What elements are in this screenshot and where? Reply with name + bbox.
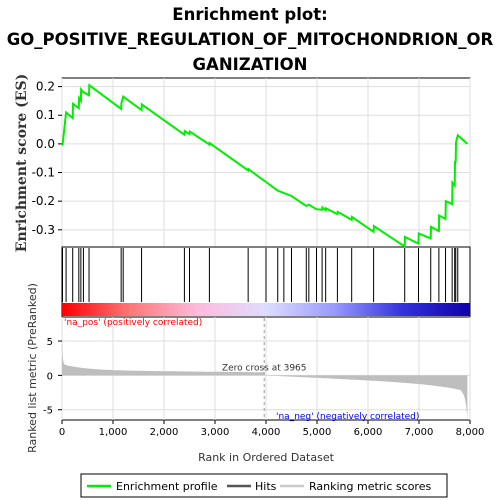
es-tick-label: 0.0 (36, 137, 55, 151)
legend-label-hits: Hits (255, 480, 277, 493)
zero-cross-label: Zero cross at 3965 (222, 363, 307, 373)
x-tick-label: 5,000 (303, 427, 332, 438)
x-axis-label: Rank in Ordered Dataset (198, 451, 335, 464)
legend-label-metric: Ranking metric scores (309, 480, 431, 493)
x-tick-label: 7,000 (405, 427, 434, 438)
x-tick-label: 8,000 (456, 427, 485, 438)
chart-title-line-2: GO_POSITIVE_REGULATION_OF_MITOCHONDRION_… (6, 30, 494, 49)
pos-label: 'na_pos' (positively correlated) (64, 318, 202, 328)
x-tick-label: 0 (59, 427, 65, 438)
x-tick-label: 1,000 (99, 427, 128, 438)
x-axis-ticks: 0 1,000 2,000 3,000 4,000 5,000 6,000 7,000 8,00… (59, 420, 485, 438)
es-gridlines (61, 78, 471, 247)
legend: Enrichment profile Hits Ranking metric s… (80, 473, 448, 498)
metric-tick-label: 0 (47, 371, 53, 382)
enrichment-profile-line (61, 83, 469, 249)
chart-title-line-3: GANIZATION (192, 55, 308, 74)
es-axis-label: Enrichment score (ES) (14, 74, 30, 252)
metric-tick-label: 5 (47, 337, 53, 348)
legend-box (80, 473, 448, 498)
metric-gridlines (61, 317, 471, 420)
chart-title: Enrichment plot: GO_POSITIVE_REGULATION_… (0, 2, 500, 77)
rank-color-bar (62, 303, 470, 316)
es-tick-label: 0.2 (36, 80, 55, 94)
metric-axis-label: Ranked list metric (PreRanked) (26, 283, 39, 453)
metric-axis-ticks: 5 0 -5 (43, 337, 62, 417)
es-tick-label: 0.1 (36, 108, 55, 122)
x-tick-label: 3,000 (201, 427, 230, 438)
neg-label: 'na_neg' (negatively correlated) (276, 412, 419, 422)
ranking-metric-area (62, 337, 468, 420)
es-tick-label: -0.2 (32, 194, 55, 208)
es-tick-label: -0.1 (32, 166, 55, 180)
chart-title-line-1: Enrichment plot: (172, 5, 328, 24)
metric-tick-label: -5 (43, 406, 53, 417)
x-tick-label: 4,000 (252, 427, 281, 438)
es-axis-ticks: 0.2 0.1 0.0 -0.1 -0.2 -0.3 (32, 80, 62, 237)
x-tick-label: 6,000 (354, 427, 383, 438)
legend-label-enrichment: Enrichment profile (116, 480, 218, 493)
x-tick-label: 2,000 (150, 427, 179, 438)
hit-markers (62, 248, 459, 302)
es-tick-label: -0.3 (32, 223, 55, 237)
